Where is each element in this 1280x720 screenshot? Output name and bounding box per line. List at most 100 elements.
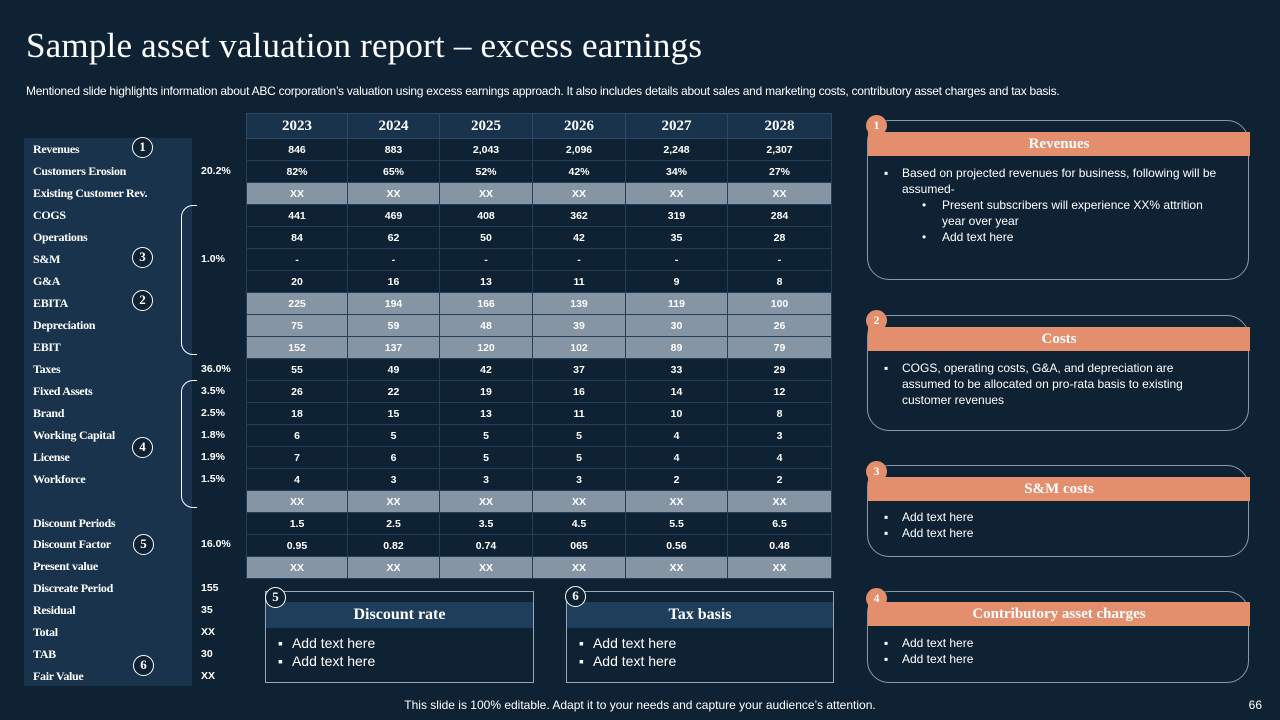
row-label-taxes: Taxes (33, 362, 61, 376)
row-label-discreate-period: Discreate Period (33, 581, 113, 595)
table-cell: 10 (625, 402, 728, 425)
table-cell: 137 (347, 336, 440, 359)
table-cell: XX (347, 490, 440, 513)
row-label-residual: Residual (33, 603, 76, 617)
value-tab: 30 (201, 648, 213, 660)
table-cell: - (727, 248, 832, 271)
bracket-costs (181, 205, 197, 355)
table-cell: XX (625, 182, 728, 205)
table-cell: 362 (532, 204, 626, 227)
table-cell: 11 (532, 270, 626, 293)
table-cell: 319 (625, 204, 728, 227)
table-row: ------ (246, 248, 832, 271)
list-item: Add text here (884, 525, 1218, 541)
table-cell: 139 (532, 292, 626, 315)
table-cell: 11 (532, 402, 626, 425)
card-badge-1: 1 (866, 115, 887, 136)
row-label-operations: Operations (33, 230, 88, 244)
table-cell: 18 (246, 402, 348, 425)
table-row: 84 62 50 42 35 28 (246, 226, 832, 249)
table-cell: 0.74 (439, 534, 533, 557)
row-label-customers-erosion: Customers Erosion (33, 164, 127, 178)
table-row: 20 16 13 11 9 8 (246, 270, 832, 293)
card-badge-4: 4 (866, 588, 887, 609)
table-cell: XX (347, 556, 440, 579)
table-cell: XX (727, 490, 832, 513)
footer-note: This slide is 100% editable. Adapt it to… (404, 698, 876, 712)
table-cell: 194 (347, 292, 440, 315)
table-cell: 8 (727, 270, 832, 293)
table-cell: 29 (727, 358, 832, 381)
discount-rate-box: Discount rate Add text here Add text her… (265, 591, 534, 683)
card-badge-2: 2 (866, 310, 887, 331)
table-cell: 4 (625, 446, 728, 469)
table-cell: 48 (439, 314, 533, 337)
table-cell: 2,248 (625, 138, 728, 161)
list-item: Add text here (579, 652, 676, 670)
value-residual: 35 (201, 604, 213, 616)
table-row: 1.5 2.5 3.5 4.5 5.5 6.5 (246, 512, 832, 535)
table-cell: XX (439, 556, 533, 579)
tax-basis-box: Tax basis Add text here Add text here (566, 591, 834, 683)
pct-customers-erosion: 20.2% (201, 165, 231, 177)
table-cell: 33 (625, 358, 728, 381)
table-cell: 0.48 (727, 534, 832, 557)
table-cell: 42% (532, 160, 626, 183)
table-cell: 62 (347, 226, 440, 249)
table-cell: 2 (625, 468, 728, 491)
badge-4: 4 (132, 437, 153, 458)
card-sm-costs-body: Add text here Add text here (884, 509, 1218, 541)
table-cell: 15 (347, 402, 440, 425)
card-revenues-sub-2: Add text here (922, 229, 1218, 245)
card-costs-bullet: COGS, operating costs, G&A, and deprecia… (884, 360, 1218, 408)
badge-5: 5 (133, 534, 154, 555)
table-row: 18 15 13 11 10 8 (246, 402, 832, 425)
badge-tax-basis: 6 (565, 586, 586, 607)
list-item: Add text here (278, 634, 375, 652)
table-cell: 8 (727, 402, 832, 425)
table-cell: XX (532, 182, 626, 205)
year-2025: 2025 (439, 113, 533, 139)
year-2023: 2023 (246, 113, 348, 139)
table-cell: 408 (439, 204, 533, 227)
table-cell: XX (532, 556, 626, 579)
table-cell: - (439, 248, 533, 271)
row-label-present-value: Present value (33, 559, 98, 573)
table-cell: 3.5 (439, 512, 533, 535)
year-2024: 2024 (347, 113, 440, 139)
pct-brand: 2.5% (201, 407, 225, 419)
badge-1: 1 (132, 137, 153, 158)
table-cell: 9 (625, 270, 728, 293)
pct-license: 1.9% (201, 451, 225, 463)
table-cell: 065 (532, 534, 626, 557)
table-cell: 102 (532, 336, 626, 359)
table-cell: 52% (439, 160, 533, 183)
table-cell: 4 (727, 446, 832, 469)
year-2028: 2028 (727, 113, 832, 139)
card-badge-3: 3 (866, 461, 887, 482)
tax-basis-list: Add text here Add text here (579, 634, 676, 670)
table-cell: 75 (246, 314, 348, 337)
table-cell: XX (625, 490, 728, 513)
table-cell: 65% (347, 160, 440, 183)
table-cell: 84 (246, 226, 348, 249)
table-cell: 22 (347, 380, 440, 403)
table-cell: 27% (727, 160, 832, 183)
table-row: 441 469 408 362 319 284 (246, 204, 832, 227)
table-cell: XX (347, 182, 440, 205)
table-cell: 35 (625, 226, 728, 249)
table-cell: 49 (347, 358, 440, 381)
row-label-revenues: Revenues (33, 142, 80, 156)
table-cell: 120 (439, 336, 533, 359)
card-cac-title: Contributory asset charges (868, 602, 1250, 626)
pct-discount-factor: 16.0% (201, 538, 231, 550)
table-row: 846 883 2,043 2,096 2,248 2,307 (246, 138, 832, 161)
table-cell: 883 (347, 138, 440, 161)
page-number: 66 (1248, 698, 1262, 712)
table-row: XX XX XX XX XX XX (246, 490, 832, 513)
table-cell: 3 (347, 468, 440, 491)
table-cell: 55 (246, 358, 348, 381)
table-cell: 82% (246, 160, 348, 183)
table-cell: 79 (727, 336, 832, 359)
table-cell: 0.82 (347, 534, 440, 557)
